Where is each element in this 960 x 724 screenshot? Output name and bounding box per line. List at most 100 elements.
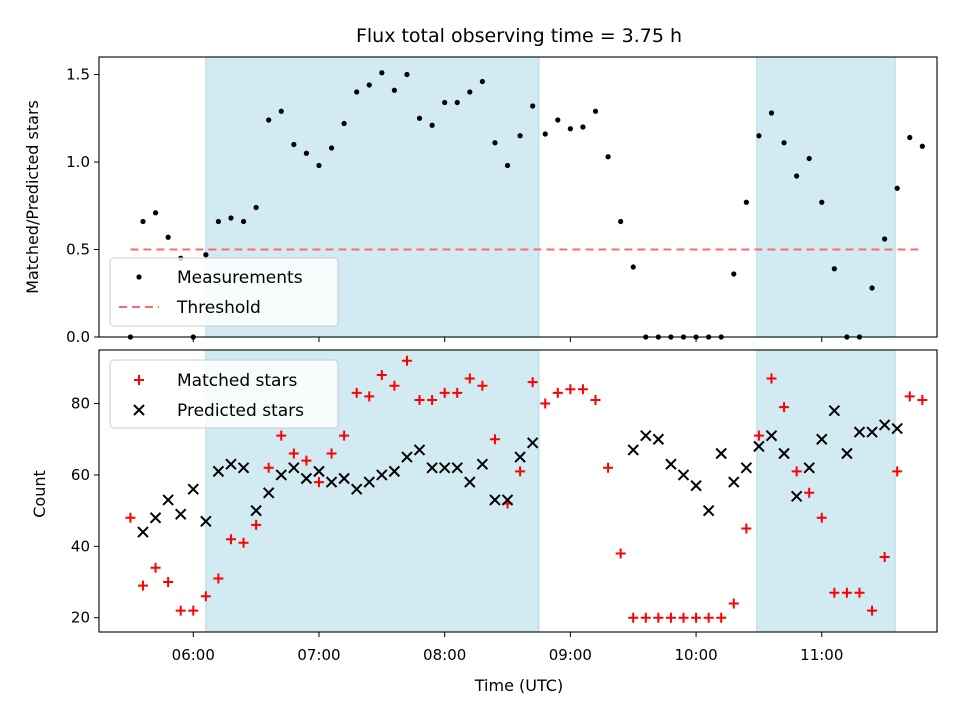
axes-frame	[98, 349, 938, 633]
predicted-star-point	[464, 476, 476, 488]
measurement-point	[517, 133, 523, 139]
matched-star-point	[904, 391, 915, 402]
matched-star-point	[527, 377, 538, 388]
measurement-point	[592, 108, 599, 114]
y-tick-label: 0.0	[66, 328, 90, 346]
predicted-star-point	[275, 469, 287, 481]
matched-star-point	[251, 519, 262, 530]
measurement-point	[618, 218, 624, 225]
x-tick-label: 07:00	[297, 646, 340, 664]
matched-star-point	[263, 462, 274, 473]
predicted-star-point	[313, 465, 325, 478]
measurement-point	[655, 334, 661, 340]
matched-star-point	[452, 387, 463, 398]
predicted-star-point	[338, 472, 350, 485]
measurement-point	[240, 218, 247, 225]
measurement-point	[379, 70, 385, 76]
measurement-point	[278, 108, 284, 114]
matched-star-point	[175, 605, 186, 616]
x-axis-label: Time (UTC)	[474, 676, 563, 695]
legend-label-threshold: Threshold	[176, 298, 261, 318]
measurement-point	[844, 334, 850, 340]
legend-box	[109, 359, 339, 429]
measurement-point	[391, 87, 397, 93]
predicted-star-point	[149, 512, 162, 524]
measurement-point	[266, 117, 272, 123]
matched-star-point	[364, 391, 375, 402]
predicted-star-point	[212, 465, 225, 478]
predicted-star-point	[853, 426, 866, 438]
measurement-point	[869, 285, 875, 291]
matched-star-point	[703, 612, 714, 623]
measurement-point	[794, 173, 800, 179]
measurement-point	[605, 154, 611, 160]
predicted-star-point	[225, 458, 237, 470]
y-tick-label: 40	[71, 537, 90, 555]
legend-box	[109, 257, 339, 327]
matched-star-point	[867, 605, 878, 616]
measurement-point	[416, 115, 423, 121]
predicted-star-point	[665, 458, 677, 470]
measurement-point	[316, 162, 322, 169]
predicted-star-point	[790, 490, 803, 503]
predicted-star-point	[288, 462, 300, 474]
predicted-star-point	[677, 469, 690, 481]
matched-star-point	[791, 466, 802, 477]
axes-frame	[98, 56, 938, 338]
matched-star-point	[401, 355, 412, 366]
measurement-point	[467, 89, 473, 95]
matched-star-point	[339, 430, 350, 441]
measurement-point	[165, 234, 171, 240]
matched-star-point	[301, 455, 312, 466]
shaded-interval	[756, 349, 896, 633]
matched-star-point	[225, 534, 236, 545]
predicted-star-point	[376, 469, 388, 481]
measurement-point	[203, 252, 209, 258]
x-tick-label: 10:00	[674, 646, 717, 664]
measurement-point	[731, 271, 737, 277]
matched-star-point	[628, 612, 639, 623]
matched-star-point	[854, 587, 865, 598]
x-tick-label: 08:00	[423, 646, 466, 664]
matched-star-point	[615, 548, 626, 559]
matched-star-point	[691, 612, 702, 623]
measurement-point	[253, 204, 259, 211]
measurement-point	[228, 215, 234, 221]
predicted-star-point	[451, 462, 463, 474]
measurement-point	[768, 110, 775, 116]
legend-label-matched: Matched stars	[177, 371, 297, 391]
matched-star-point	[816, 512, 827, 523]
predicted-star-point	[489, 494, 501, 506]
axes-frames	[94, 56, 938, 637]
measurement-point	[504, 162, 511, 169]
matched-star-point	[665, 612, 676, 623]
predicted-star-point	[413, 444, 426, 456]
matched-star-point	[276, 430, 287, 441]
legend-marker-predicted	[133, 404, 145, 416]
measurement-point	[190, 334, 196, 340]
measurement-point	[530, 103, 536, 109]
measurement-point	[404, 71, 410, 78]
predicted-star-point	[816, 433, 828, 445]
predicted-star-point	[715, 447, 727, 460]
predicted-star-point	[652, 433, 665, 445]
predicted-star-point	[300, 472, 313, 485]
measurement-point	[341, 120, 347, 127]
legend-marker-matched	[134, 375, 144, 385]
data-points	[125, 70, 928, 623]
top-y-axis-label: Matched/Predicted stars	[23, 100, 42, 294]
measurement-point	[580, 124, 586, 130]
predicted-star-point	[828, 404, 841, 417]
matched-star-point	[326, 448, 337, 459]
predicted-star-point	[350, 483, 363, 495]
matched-star-point	[238, 537, 249, 548]
predicted-star-point	[627, 444, 639, 456]
matched-star-point	[879, 552, 890, 563]
matched-star-point	[150, 562, 161, 573]
matched-star-point	[603, 462, 614, 473]
measurement-point	[140, 218, 146, 225]
predicted-star-point	[526, 437, 539, 449]
predicted-star-point	[803, 462, 815, 474]
predicted-star-point	[401, 451, 413, 463]
measurement-point	[542, 131, 548, 137]
